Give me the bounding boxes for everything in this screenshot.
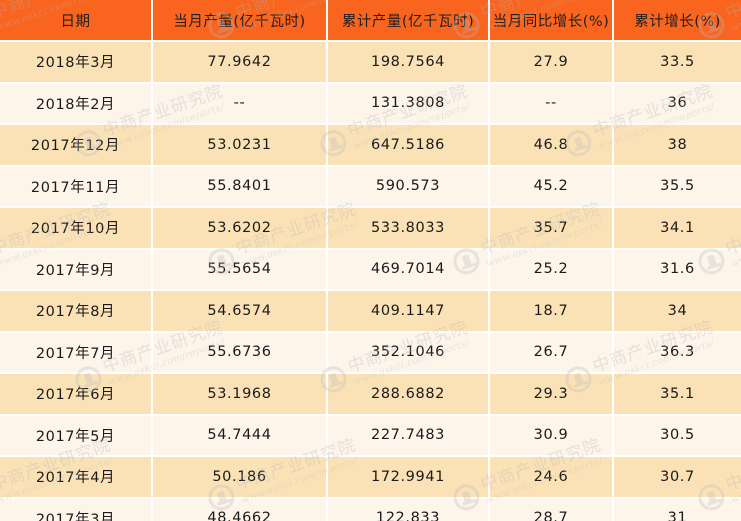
cell-date: 2017年12月 <box>0 124 153 167</box>
cell-cumulative-growth: 33.5 <box>613 41 741 84</box>
cell-monthly-output: 55.8401 <box>152 165 328 208</box>
cell-monthly-yoy-growth: 45.2 <box>489 165 614 208</box>
table-row: 2017年11月 55.8401 590.573 45.2 35.5 <box>0 165 741 208</box>
cell-cumulative-growth: 31.6 <box>613 248 741 291</box>
cell-cumulative-output: 131.3808 <box>327 82 490 125</box>
cell-cumulative-output: 227.7483 <box>327 414 490 457</box>
cell-monthly-yoy-growth: 35.7 <box>489 207 614 250</box>
cell-cumulative-output: 172.9941 <box>327 456 490 499</box>
cell-monthly-output: 54.7444 <box>152 414 328 457</box>
cell-date: 2018年2月 <box>0 82 153 125</box>
cell-cumulative-output: 533.8033 <box>327 207 490 250</box>
table-body: 2018年3月 77.9642 198.7564 27.9 33.5 2018年… <box>0 41 741 521</box>
cell-monthly-yoy-growth: 28.7 <box>489 497 614 521</box>
cell-date: 2017年7月 <box>0 331 153 374</box>
header-row: 日期 当月产量(亿千瓦时) 累计产量(亿千瓦时) 当月同比增长(%) 累计增长(… <box>0 0 741 42</box>
cell-cumulative-growth: 34 <box>613 290 741 333</box>
cell-monthly-yoy-growth: 24.6 <box>489 456 614 499</box>
cell-cumulative-output: 352.1046 <box>327 331 490 374</box>
cell-monthly-yoy-growth: 29.3 <box>489 373 614 416</box>
cell-date: 2017年4月 <box>0 456 153 499</box>
table-row: 2017年6月 53.1968 288.6882 29.3 35.1 <box>0 373 741 416</box>
column-header-monthly-output: 当月产量(亿千瓦时) <box>152 0 328 42</box>
cell-date: 2017年3月 <box>0 497 153 521</box>
cell-monthly-output: 53.0231 <box>152 124 328 167</box>
cell-cumulative-growth: 36.3 <box>613 331 741 374</box>
column-header-monthly-yoy-growth: 当月同比增长(%) <box>489 0 614 42</box>
cell-monthly-yoy-growth: 30.9 <box>489 414 614 457</box>
table-row: 2017年7月 55.6736 352.1046 26.7 36.3 <box>0 331 741 374</box>
cell-cumulative-growth: 38 <box>613 124 741 167</box>
cell-date: 2017年8月 <box>0 290 153 333</box>
table-row: 2017年8月 54.6574 409.1147 18.7 34 <box>0 290 741 333</box>
cell-cumulative-growth: 30.5 <box>613 414 741 457</box>
cell-date: 2017年10月 <box>0 207 153 250</box>
cell-cumulative-growth: 31 <box>613 497 741 521</box>
table-row: 2018年2月 -- 131.3808 -- 36 <box>0 82 741 125</box>
cell-cumulative-growth: 35.1 <box>613 373 741 416</box>
cell-monthly-output: -- <box>152 82 328 125</box>
table-row: 2018年3月 77.9642 198.7564 27.9 33.5 <box>0 41 741 84</box>
table-row: 2017年3月 48.4662 122.833 28.7 31 <box>0 497 741 521</box>
cell-cumulative-output: 469.7014 <box>327 248 490 291</box>
cell-monthly-output: 53.6202 <box>152 207 328 250</box>
cell-monthly-yoy-growth: 25.2 <box>489 248 614 291</box>
cell-cumulative-growth: 35.5 <box>613 165 741 208</box>
table-row: 2017年12月 53.0231 647.5186 46.8 38 <box>0 124 741 167</box>
cell-cumulative-output: 288.6882 <box>327 373 490 416</box>
cell-date: 2017年9月 <box>0 248 153 291</box>
cell-monthly-output: 77.9642 <box>152 41 328 84</box>
cell-cumulative-growth: 36 <box>613 82 741 125</box>
cell-date: 2017年5月 <box>0 414 153 457</box>
table-row: 2017年4月 50.186 172.9941 24.6 30.7 <box>0 456 741 499</box>
cell-cumulative-output: 647.5186 <box>327 124 490 167</box>
cell-date: 2017年11月 <box>0 165 153 208</box>
table-header: 日期 当月产量(亿千瓦时) 累计产量(亿千瓦时) 当月同比增长(%) 累计增长(… <box>0 0 741 42</box>
cell-monthly-yoy-growth: -- <box>489 82 614 125</box>
table-row: 2017年5月 54.7444 227.7483 30.9 30.5 <box>0 414 741 457</box>
column-header-date: 日期 <box>0 0 153 42</box>
column-header-cumulative-growth: 累计增长(%) <box>613 0 741 42</box>
cell-cumulative-output: 409.1147 <box>327 290 490 333</box>
cell-monthly-yoy-growth: 26.7 <box>489 331 614 374</box>
cell-monthly-output: 54.6574 <box>152 290 328 333</box>
table-row: 2017年9月 55.5654 469.7014 25.2 31.6 <box>0 248 741 291</box>
column-header-cumulative-output: 累计产量(亿千瓦时) <box>327 0 490 42</box>
cell-monthly-yoy-growth: 18.7 <box>489 290 614 333</box>
cell-cumulative-output: 590.573 <box>327 165 490 208</box>
cell-monthly-output: 48.4662 <box>152 497 328 521</box>
cell-monthly-yoy-growth: 27.9 <box>489 41 614 84</box>
table-row: 2017年10月 53.6202 533.8033 35.7 34.1 <box>0 207 741 250</box>
cell-monthly-output: 53.1968 <box>152 373 328 416</box>
cell-cumulative-growth: 30.7 <box>613 456 741 499</box>
cell-cumulative-output: 122.833 <box>327 497 490 521</box>
cell-cumulative-output: 198.7564 <box>327 41 490 84</box>
cell-monthly-yoy-growth: 46.8 <box>489 124 614 167</box>
cell-monthly-output: 55.5654 <box>152 248 328 291</box>
cell-monthly-output: 50.186 <box>152 456 328 499</box>
cell-monthly-output: 55.6736 <box>152 331 328 374</box>
cell-cumulative-growth: 34.1 <box>613 207 741 250</box>
cell-date: 2017年6月 <box>0 373 153 416</box>
cell-date: 2018年3月 <box>0 41 153 84</box>
